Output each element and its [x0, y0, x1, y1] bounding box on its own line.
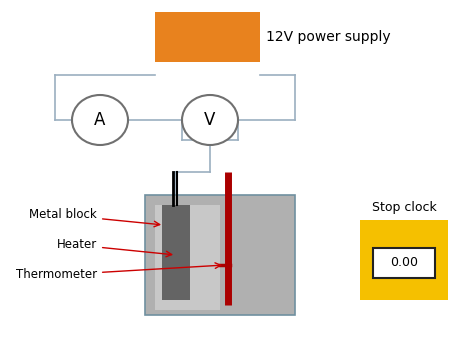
Bar	[373, 248, 435, 278]
Text: V: V	[204, 111, 216, 129]
Text: A: A	[94, 111, 106, 129]
Text: Thermometer: Thermometer	[16, 263, 221, 282]
Bar	[168, 240, 184, 300]
Text: Heater: Heater	[57, 239, 172, 257]
Bar	[162, 205, 190, 300]
Text: 0.00: 0.00	[390, 257, 418, 269]
Ellipse shape	[182, 95, 238, 145]
Bar	[145, 195, 295, 315]
Text: 12V power supply: 12V power supply	[266, 30, 391, 44]
Ellipse shape	[72, 95, 128, 145]
Bar	[155, 205, 220, 310]
Text: Stop clock: Stop clock	[372, 202, 437, 214]
Bar	[360, 220, 448, 300]
Text: Metal block: Metal block	[29, 208, 160, 227]
Bar	[155, 12, 260, 62]
